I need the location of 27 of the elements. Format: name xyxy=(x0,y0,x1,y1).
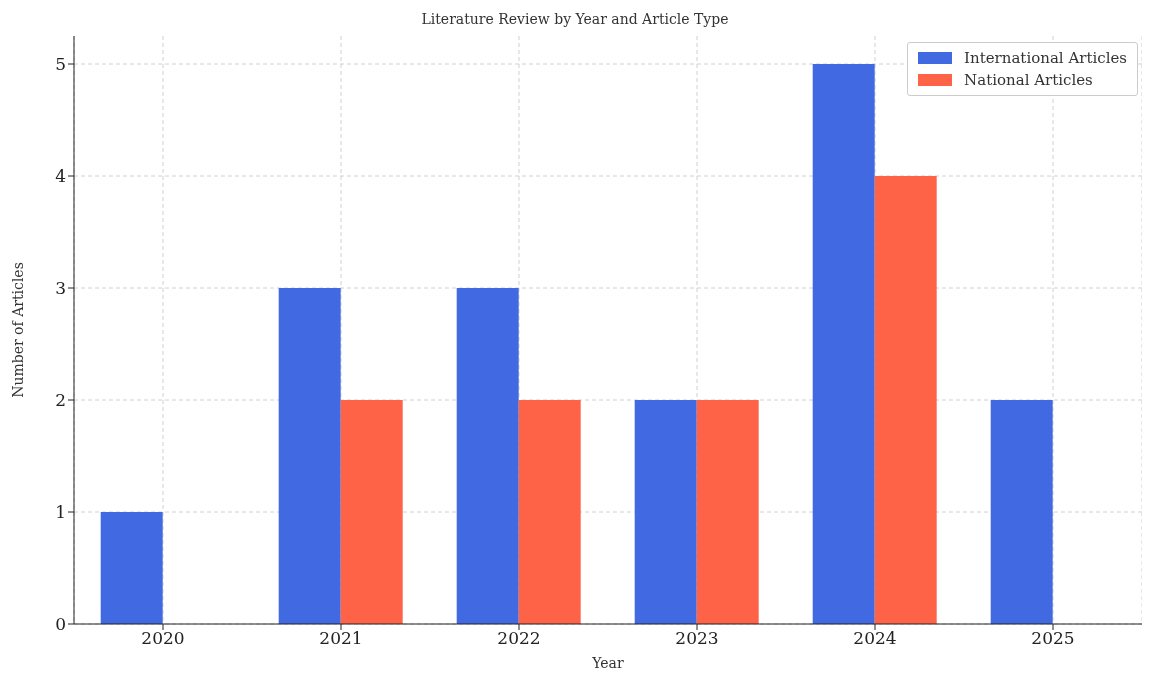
bar xyxy=(634,400,697,624)
y-tick-label: 1 xyxy=(55,502,66,523)
y-tick-label: 5 xyxy=(55,54,66,75)
bar xyxy=(696,400,759,624)
bar xyxy=(278,288,341,624)
x-tick-label: 2021 xyxy=(319,628,363,649)
x-tick-label: 2020 xyxy=(141,628,185,649)
legend-label: International Articles xyxy=(964,49,1127,67)
bar xyxy=(518,400,581,624)
bar xyxy=(340,400,403,624)
chart-title: Literature Review by Year and Article Type xyxy=(420,10,730,29)
bar xyxy=(100,512,163,624)
x-tick-label: 2022 xyxy=(497,628,541,649)
y-tick-label: 4 xyxy=(55,166,66,187)
x-axis-title: Year xyxy=(591,655,624,671)
y-tick-label: 0 xyxy=(55,614,66,635)
bar xyxy=(812,64,875,624)
y-tick-label: 3 xyxy=(55,278,66,299)
x-tick-label: 2024 xyxy=(853,628,897,649)
x-tick-label: 2025 xyxy=(1031,628,1075,649)
x-tick-label: 2023 xyxy=(675,628,719,649)
bar xyxy=(456,288,519,624)
bar xyxy=(874,176,937,624)
bar xyxy=(990,400,1053,624)
y-axis-title: Number of Articles xyxy=(9,262,26,398)
y-tick-label: 2 xyxy=(55,390,66,411)
legend-label: National Articles xyxy=(964,71,1093,89)
